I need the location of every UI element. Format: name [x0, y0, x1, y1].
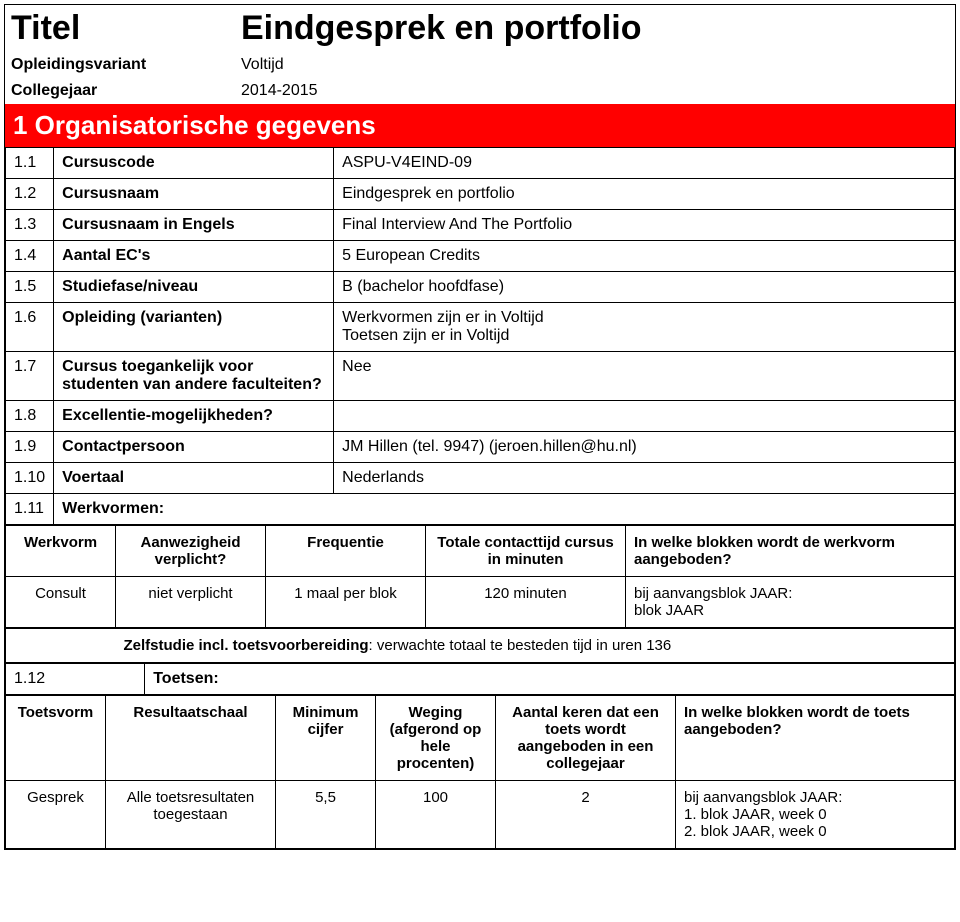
row-label: Contactpersoon: [54, 432, 334, 463]
row-num: 1.8: [6, 401, 54, 432]
titel-value: Eindgesprek en portfolio: [235, 5, 955, 52]
werk-c5: bij aanvangsblok JAAR: blok JAAR: [626, 577, 955, 628]
section-1-header: 1 Organisatorische gegevens: [5, 104, 955, 147]
row-1-11: 1.11 Werkvormen:: [6, 494, 955, 525]
row-num: 1.9: [6, 432, 54, 463]
toets-c3: 5,5: [276, 781, 376, 849]
row-num: 1.12: [6, 664, 145, 695]
row-value: ASPU-V4EIND-09: [334, 148, 955, 179]
row-1-3: 1.3 Cursusnaam in Engels Final Interview…: [6, 210, 955, 241]
row-num: 1.3: [6, 210, 54, 241]
collegejaar-label: Collegejaar: [5, 78, 235, 104]
zelfstudie-rest: : verwachte totaal te besteden tijd in u…: [369, 637, 672, 654]
werk-c4: 120 minuten: [426, 577, 626, 628]
row-label: Cursusnaam in Engels: [54, 210, 334, 241]
werk-c5a: bij aanvangsblok JAAR:: [634, 585, 946, 602]
row-label: Cursuscode: [54, 148, 334, 179]
toetsen-header-row: Toetsvorm Resultaatschaal Minimum cijfer…: [6, 696, 955, 781]
row-num: 1.7: [6, 352, 54, 401]
toetsen-header-row: 1.12 Toetsen:: [5, 663, 955, 695]
row-value: Eindgesprek en portfolio: [334, 179, 955, 210]
row-value-line1: Werkvormen zijn er in Voltijd: [342, 309, 946, 327]
werk-h4: Totale contacttijd cursus in minuten: [426, 526, 626, 577]
row-1-6: 1.6 Opleiding (varianten) Werkvormen zij…: [6, 303, 955, 352]
toets-c6: bij aanvangsblok JAAR: 1. blok JAAR, wee…: [676, 781, 955, 849]
werk-h3: Frequentie: [266, 526, 426, 577]
werk-c2: niet verplicht: [116, 577, 266, 628]
werkvormen-table: Werkvorm Aanwezigheid verplicht? Frequen…: [5, 525, 955, 628]
row-1-8: 1.8 Excellentie-mogelijkheden?: [6, 401, 955, 432]
row-1-2: 1.2 Cursusnaam Eindgesprek en portfolio: [6, 179, 955, 210]
row-label: Cursus toegankelijk voor studenten van a…: [54, 352, 334, 401]
werkvormen-data-row: Consult niet verplicht 1 maal per blok 1…: [6, 577, 955, 628]
row-value: Werkvormen zijn er in Voltijd Toetsen zi…: [334, 303, 955, 352]
row-value: Nederlands: [334, 463, 955, 494]
opleidingsvariant-value: Voltijd: [235, 52, 955, 78]
row-num: 1.10: [6, 463, 54, 494]
row-1-9: 1.9 Contactpersoon JM Hillen (tel. 9947)…: [6, 432, 955, 463]
werk-c3: 1 maal per blok: [266, 577, 426, 628]
toets-c1: Gesprek: [6, 781, 106, 849]
toets-h6: In welke blokken wordt de toets aangebod…: [676, 696, 955, 781]
row-num: 1.4: [6, 241, 54, 272]
row-label: Aantal EC's: [54, 241, 334, 272]
werkvormen-header-row: Werkvorm Aanwezigheid verplicht? Frequen…: [6, 526, 955, 577]
header-table: Titel Eindgesprek en portfolio Opleiding…: [5, 5, 955, 104]
row-value: JM Hillen (tel. 9947) (jeroen.hillen@hu.…: [334, 432, 955, 463]
zelfstudie-label: Zelfstudie incl. toetsvoorbereiding: [124, 637, 369, 654]
titel-label: Titel: [5, 5, 235, 52]
row-value: [334, 401, 955, 432]
toets-c6a: bij aanvangsblok JAAR:: [684, 789, 946, 806]
row-value: B (bachelor hoofdfase): [334, 272, 955, 303]
row-label: Opleiding (varianten): [54, 303, 334, 352]
row-label: Toetsen:: [145, 664, 955, 695]
werk-h2: Aanwezigheid verplicht?: [116, 526, 266, 577]
row-num: 1.1: [6, 148, 54, 179]
toetsen-table: Toetsvorm Resultaatschaal Minimum cijfer…: [5, 695, 955, 849]
row-value-line2: Toetsen zijn er in Voltijd: [342, 327, 946, 345]
row-num: 1.5: [6, 272, 54, 303]
toetsen-data-row: Gesprek Alle toetsresultaten toegestaan …: [6, 781, 955, 849]
row-value: Final Interview And The Portfolio: [334, 210, 955, 241]
row-1-12: 1.12 Toetsen:: [6, 664, 955, 695]
row-value: 5 European Credits: [334, 241, 955, 272]
toets-h2: Resultaatschaal: [106, 696, 276, 781]
zelfstudie-row: Zelfstudie incl. toetsvoorbereiding: ver…: [5, 628, 955, 663]
row-1-10: 1.10 Voertaal Nederlands: [6, 463, 955, 494]
row-1-7: 1.7 Cursus toegankelijk voor studenten v…: [6, 352, 955, 401]
toets-c6b: 1. blok JAAR, week 0: [684, 806, 946, 823]
row-1-1: 1.1 Cursuscode ASPU-V4EIND-09: [6, 148, 955, 179]
toets-h4: Weging (afgerond op hele procenten): [376, 696, 496, 781]
werk-c5b: blok JAAR: [634, 602, 946, 619]
toets-c5: 2: [496, 781, 676, 849]
row-label: Excellentie-mogelijkheden?: [54, 401, 334, 432]
toets-h5: Aantal keren dat een toets wordt aangebo…: [496, 696, 676, 781]
row-1-4: 1.4 Aantal EC's 5 European Credits: [6, 241, 955, 272]
row-label: Voertaal: [54, 463, 334, 494]
section-1-grid: 1.1 Cursuscode ASPU-V4EIND-09 1.2 Cursus…: [5, 147, 955, 525]
row-num: 1.6: [6, 303, 54, 352]
werk-c1: Consult: [6, 577, 116, 628]
row-label: Cursusnaam: [54, 179, 334, 210]
werk-h5: In welke blokken wordt de werkvorm aange…: [626, 526, 955, 577]
row-label: Werkvormen:: [54, 494, 955, 525]
toets-c2: Alle toetsresultaten toegestaan: [106, 781, 276, 849]
opleidingsvariant-label: Opleidingsvariant: [5, 52, 235, 78]
toets-h3: Minimum cijfer: [276, 696, 376, 781]
row-1-5: 1.5 Studiefase/niveau B (bachelor hoofdf…: [6, 272, 955, 303]
row-label: Studiefase/niveau: [54, 272, 334, 303]
row-num: 1.2: [6, 179, 54, 210]
toets-h1: Toetsvorm: [6, 696, 106, 781]
werk-h1: Werkvorm: [6, 526, 116, 577]
row-value: Nee: [334, 352, 955, 401]
collegejaar-value: 2014-2015: [235, 78, 955, 104]
toets-c4: 100: [376, 781, 496, 849]
row-num: 1.11: [6, 494, 54, 525]
toets-c6c: 2. blok JAAR, week 0: [684, 823, 946, 840]
